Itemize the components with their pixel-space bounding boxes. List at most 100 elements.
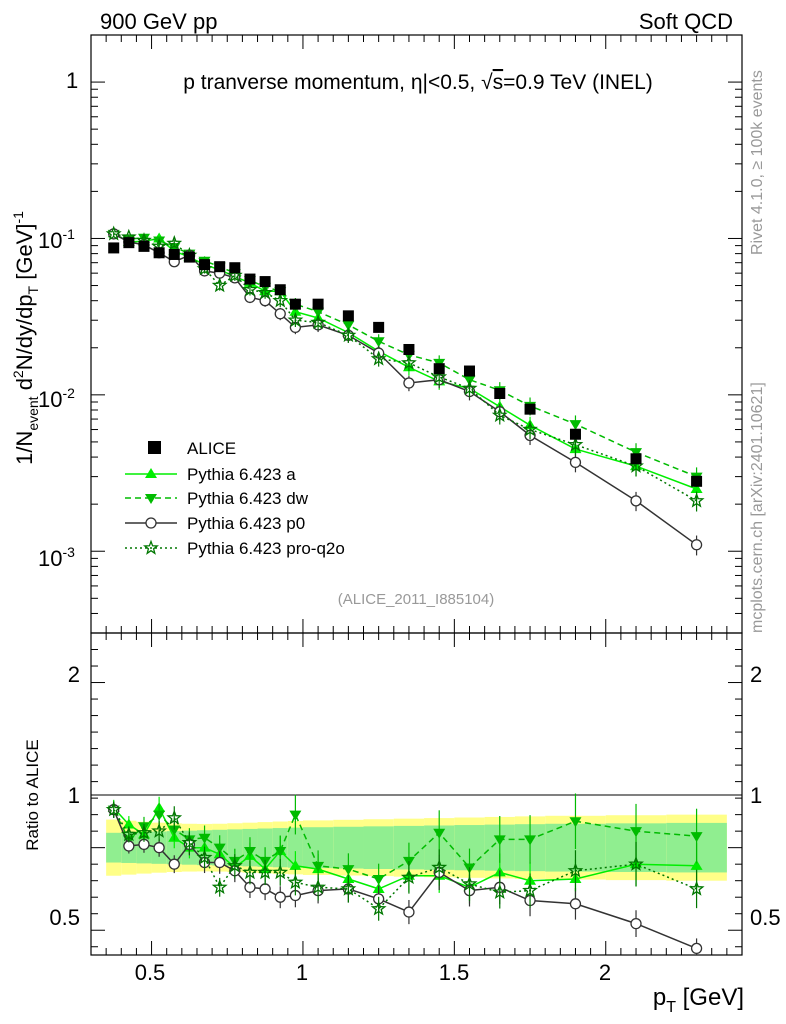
alice-point (274, 284, 286, 296)
band-inner (363, 826, 394, 869)
mcplots-label: mcplots.cern.ch [arXiv:2401.10621] (749, 382, 766, 633)
x-tick-0p5: 0.5 (135, 960, 166, 985)
alice-point (342, 310, 354, 322)
ratio-point-pro-q2o (105, 801, 122, 817)
ratio-panel-frame (90, 632, 743, 956)
ratio-tick-2-right: 2 (750, 662, 762, 687)
ratio-point-p0 (630, 917, 642, 930)
y-tick-1em1-mantissa: 10 (38, 228, 62, 253)
y-axis-label-sup1: 2 (10, 370, 26, 378)
analysis-id: (ALICE_2011_I885104) (338, 591, 495, 608)
axis-ticks (90, 34, 743, 955)
y-tick-label-1em1: 10-1 (38, 226, 75, 253)
x-axis-label-p: p (653, 984, 666, 1011)
ratio-point-p0 (274, 891, 286, 903)
band-inner (106, 832, 122, 863)
chart-title-suffix: =0.9 TeV (INEL) (503, 71, 653, 94)
ratio-point-p0 (690, 942, 703, 955)
legend-marker-dw (145, 494, 157, 504)
alice-point (373, 321, 385, 333)
alice-point (463, 365, 475, 377)
series-point-pro-q2o (567, 436, 584, 452)
y-tick-1em2-mantissa: 10 (38, 387, 62, 412)
alice-point (403, 343, 415, 355)
ratio-point-a (690, 859, 703, 870)
series-point-pro-q2o (242, 281, 258, 297)
y-tick-1-mantissa: 1 (66, 68, 78, 93)
alice-point (524, 403, 536, 415)
ratio-point-dw (342, 865, 355, 876)
series-point-a (690, 482, 703, 493)
series-point-pro-q2o (105, 225, 122, 241)
ratio-point-pro-q2o (400, 869, 417, 885)
band-inner (227, 829, 243, 866)
ratio-point-a (289, 859, 302, 870)
y-axis-label-sub1: event (25, 396, 41, 430)
ratio-point-pro-q2o (242, 864, 258, 880)
y-axis-label: 1/Nevent d2N/dy/dpT [GeV]-1 (10, 211, 41, 465)
ratio-point-pro-q2o (461, 875, 478, 891)
chart-title-eta: η (411, 71, 423, 94)
ratio-point-dw (433, 828, 446, 839)
alice-point (123, 237, 135, 249)
chart-title-sqrt: √ (481, 71, 493, 94)
alice-point (244, 273, 256, 285)
ratio-point-dw (372, 875, 385, 886)
legend-label-p0: Pythia 6.423 p0 (187, 514, 305, 533)
ratio-point-pro-q2o (628, 855, 644, 871)
chart-title-abs: |<0.5, (423, 71, 482, 94)
ratio-point-dw (630, 827, 643, 838)
y-tick-label-1em2: 10-2 (38, 385, 75, 412)
series-point-pro-q2o (370, 350, 387, 366)
y-tick-1em3-exp: -3 (62, 544, 75, 560)
y-axis-label-a: 1/N (12, 431, 37, 465)
alice-point (108, 242, 120, 254)
series-point-pro-q2o (522, 421, 538, 437)
y-axis-label-d: [GeV] (12, 224, 37, 286)
alice-point (289, 298, 301, 310)
alice-point (168, 248, 180, 260)
series-point-pro-q2o (340, 327, 357, 343)
y-tick-labels: 10-3 10-2 10-1 1 (38, 68, 78, 571)
alice-point (312, 298, 324, 310)
y-tick-label-1: 1 (66, 68, 78, 93)
ratio-point-pro-q2o (151, 822, 168, 838)
ratio-point-p0 (123, 840, 135, 852)
series-point-dw (569, 420, 582, 431)
ratio-point-pro-q2o (567, 862, 584, 878)
alice-point (569, 428, 581, 440)
alice-data-group (108, 237, 703, 487)
ratio-tick-1-left: 1 (68, 783, 80, 808)
series-point-pro-q2o (287, 311, 304, 327)
ratio-point-dw (312, 861, 325, 872)
series-point-pro-q2o (461, 380, 478, 396)
alice-point (183, 251, 195, 263)
legend-marker-a (145, 468, 157, 478)
band-inner (287, 827, 303, 868)
legend-label-alice: ALICE (187, 439, 236, 458)
ratio-point-a (122, 818, 135, 829)
header-left: 900 GeV pp (100, 9, 217, 34)
ratio-tick-0p5-left: 0.5 (49, 905, 80, 930)
x-tick-1p5: 1.5 (439, 960, 470, 985)
series-point-p0 (690, 539, 703, 551)
ratio-line-a (113, 806, 697, 890)
ratio-point-pro-q2o (166, 809, 183, 825)
y-axis-label-sup2: -1 (10, 211, 26, 224)
ratio-point-dw (168, 825, 181, 836)
ratio-point-dw (289, 810, 302, 821)
series-point-pro-q2o (272, 292, 289, 308)
series-point-dw (312, 307, 325, 318)
ratio-point-dw (274, 846, 287, 857)
y-tick-1em3-mantissa: 10 (38, 546, 62, 571)
y-tick-1em1-exp: -1 (62, 226, 75, 242)
ratio-tick-2-left: 2 (68, 662, 80, 687)
ratio-point-p0 (168, 858, 180, 870)
alice-point (259, 276, 271, 288)
alice-point (153, 247, 165, 259)
alice-point (494, 388, 506, 400)
y-axis-label-c: N/dy/dp (12, 294, 37, 370)
chart-title: p tranverse momentum, η|<0.5, √s=0.9 TeV… (183, 71, 653, 94)
ratio-series-group (105, 793, 705, 955)
